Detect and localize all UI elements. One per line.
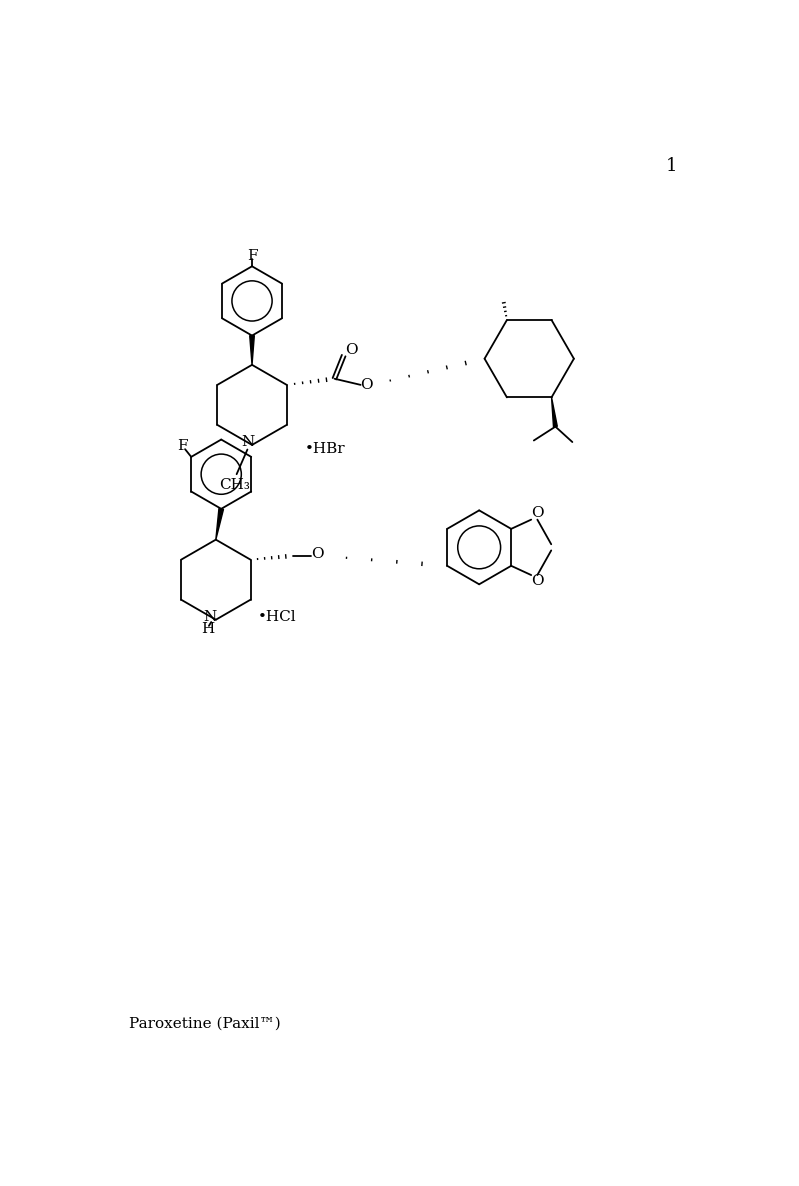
Text: N: N: [240, 435, 254, 448]
Polygon shape: [551, 397, 558, 427]
Text: •HCl: •HCl: [258, 611, 296, 624]
Text: N: N: [203, 610, 217, 624]
Text: F: F: [177, 439, 187, 453]
Text: Paroxetine (Paxil™): Paroxetine (Paxil™): [129, 1016, 280, 1031]
Text: O: O: [531, 506, 543, 521]
Text: O: O: [360, 378, 373, 391]
Text: F: F: [247, 249, 257, 262]
Text: CH₃: CH₃: [219, 478, 250, 492]
Text: O: O: [345, 343, 358, 357]
Text: 1: 1: [666, 158, 678, 176]
Text: O: O: [531, 574, 543, 588]
Polygon shape: [250, 336, 254, 365]
Text: •HBr: •HBr: [304, 441, 345, 455]
Text: H: H: [201, 621, 214, 636]
Polygon shape: [216, 509, 224, 540]
Text: O: O: [311, 547, 324, 561]
